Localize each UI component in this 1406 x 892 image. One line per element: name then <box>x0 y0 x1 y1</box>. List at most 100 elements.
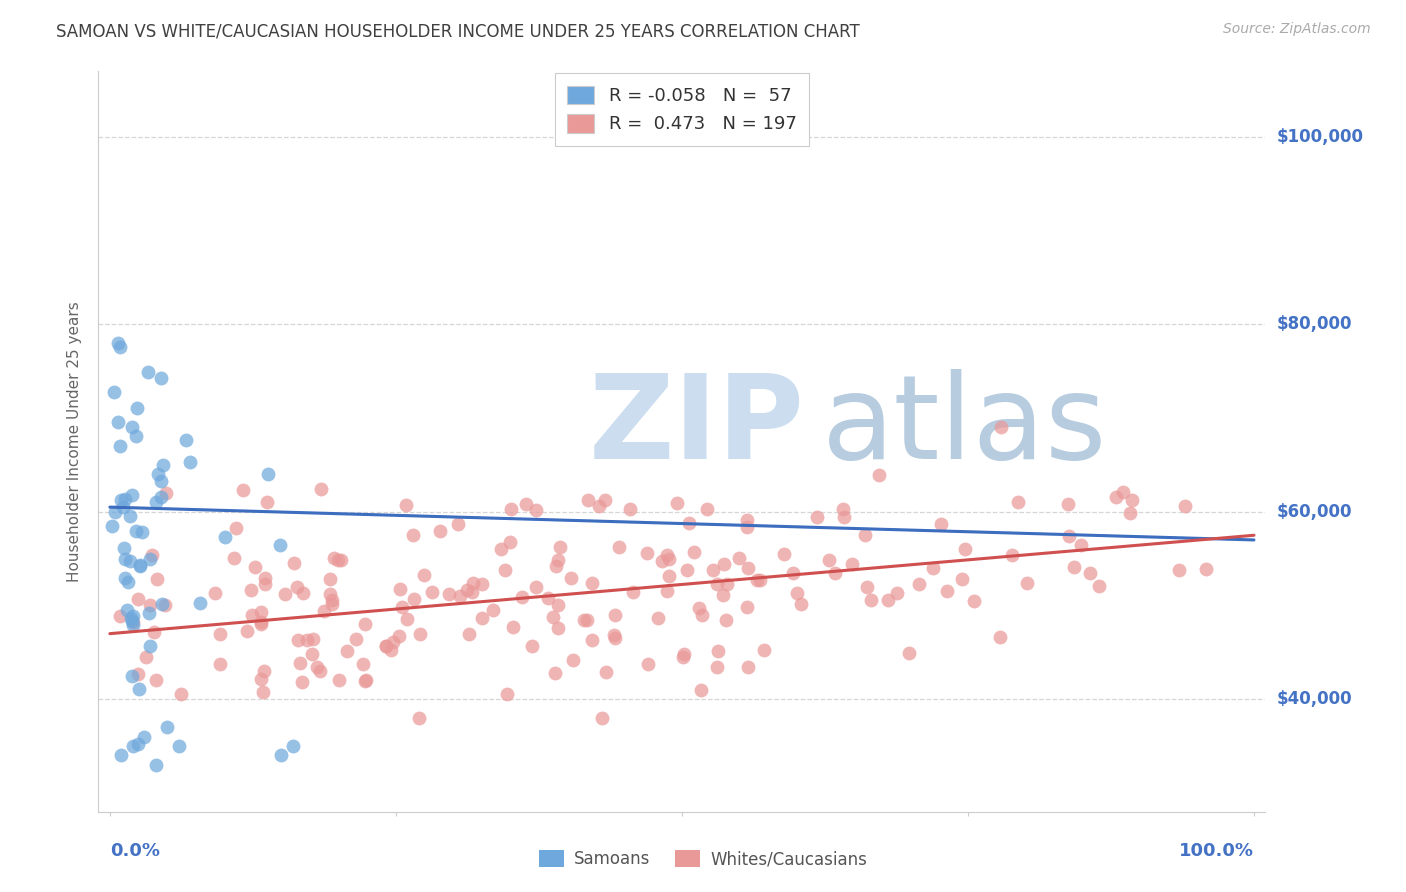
Point <box>786 586 808 600</box>
Point <box>374 639 396 653</box>
Point <box>388 629 411 643</box>
Point <box>581 632 603 647</box>
Point <box>935 583 957 598</box>
Point <box>104 505 127 519</box>
Point <box>252 684 274 698</box>
Point <box>449 589 471 603</box>
Point <box>537 591 560 605</box>
Point <box>107 336 129 351</box>
Point <box>1195 562 1218 576</box>
Point <box>665 496 688 510</box>
Point <box>706 577 728 591</box>
Point <box>224 551 246 566</box>
Point <box>714 613 737 627</box>
Point <box>706 660 728 674</box>
Point <box>547 598 569 612</box>
Point <box>859 593 882 607</box>
Point <box>950 572 973 586</box>
Point <box>690 683 713 698</box>
Text: 0.0%: 0.0% <box>110 842 160 860</box>
Point <box>112 541 135 555</box>
Text: $100,000: $100,000 <box>1277 128 1364 146</box>
Text: $60,000: $60,000 <box>1277 503 1353 521</box>
Point <box>562 653 585 667</box>
Point <box>832 502 855 516</box>
Point <box>138 606 160 620</box>
Point <box>121 488 143 502</box>
Point <box>120 611 142 625</box>
Point <box>548 540 571 554</box>
Point <box>647 611 669 625</box>
Point <box>495 687 517 701</box>
Point <box>1121 492 1143 507</box>
Point <box>886 586 908 600</box>
Point <box>112 500 135 514</box>
Point <box>240 608 263 623</box>
Point <box>114 552 136 566</box>
Point <box>114 491 136 506</box>
Point <box>128 681 150 696</box>
Point <box>408 626 430 640</box>
Point <box>292 585 315 599</box>
Point <box>1007 495 1029 509</box>
Point <box>658 569 681 583</box>
Point <box>524 581 547 595</box>
Point <box>127 591 149 606</box>
Point <box>150 491 173 505</box>
Point <box>273 587 295 601</box>
Point <box>150 474 173 488</box>
Point <box>683 545 706 559</box>
Point <box>121 615 143 629</box>
Point <box>149 370 172 384</box>
Point <box>136 365 159 379</box>
Point <box>655 548 678 562</box>
Point <box>302 632 325 646</box>
Point <box>139 552 162 566</box>
Point <box>962 593 984 607</box>
Point <box>752 643 775 657</box>
Point <box>494 563 516 577</box>
Point <box>897 646 920 660</box>
Point <box>125 524 148 539</box>
Point <box>524 502 547 516</box>
Point <box>782 566 804 581</box>
Point <box>671 649 693 664</box>
Point <box>588 499 610 513</box>
Point <box>120 508 142 523</box>
Point <box>253 571 276 585</box>
Point <box>103 384 125 399</box>
Point <box>295 632 318 647</box>
Point <box>595 665 617 679</box>
Point <box>145 757 167 772</box>
Point <box>1119 506 1142 520</box>
Point <box>547 621 569 635</box>
Point <box>353 674 375 689</box>
Point <box>713 557 735 571</box>
Point <box>728 551 751 566</box>
Point <box>696 502 718 516</box>
Text: $40,000: $40,000 <box>1277 690 1353 708</box>
Point <box>391 599 413 614</box>
Point <box>153 599 176 613</box>
Point <box>117 574 139 589</box>
Point <box>832 510 855 524</box>
Point <box>281 739 304 753</box>
Point <box>110 608 132 623</box>
Point <box>134 730 156 744</box>
Point <box>188 596 211 610</box>
Point <box>818 553 841 567</box>
Text: ZIP: ZIP <box>589 369 804 484</box>
Point <box>678 516 700 530</box>
Point <box>145 495 167 509</box>
Point <box>110 493 132 508</box>
Point <box>319 587 342 601</box>
Point <box>346 632 368 647</box>
Point <box>711 589 734 603</box>
Point <box>245 560 267 574</box>
Point <box>122 617 145 632</box>
Point <box>499 535 522 549</box>
Point <box>461 575 484 590</box>
Point <box>456 582 478 597</box>
Point <box>690 607 713 622</box>
Point <box>396 612 419 626</box>
